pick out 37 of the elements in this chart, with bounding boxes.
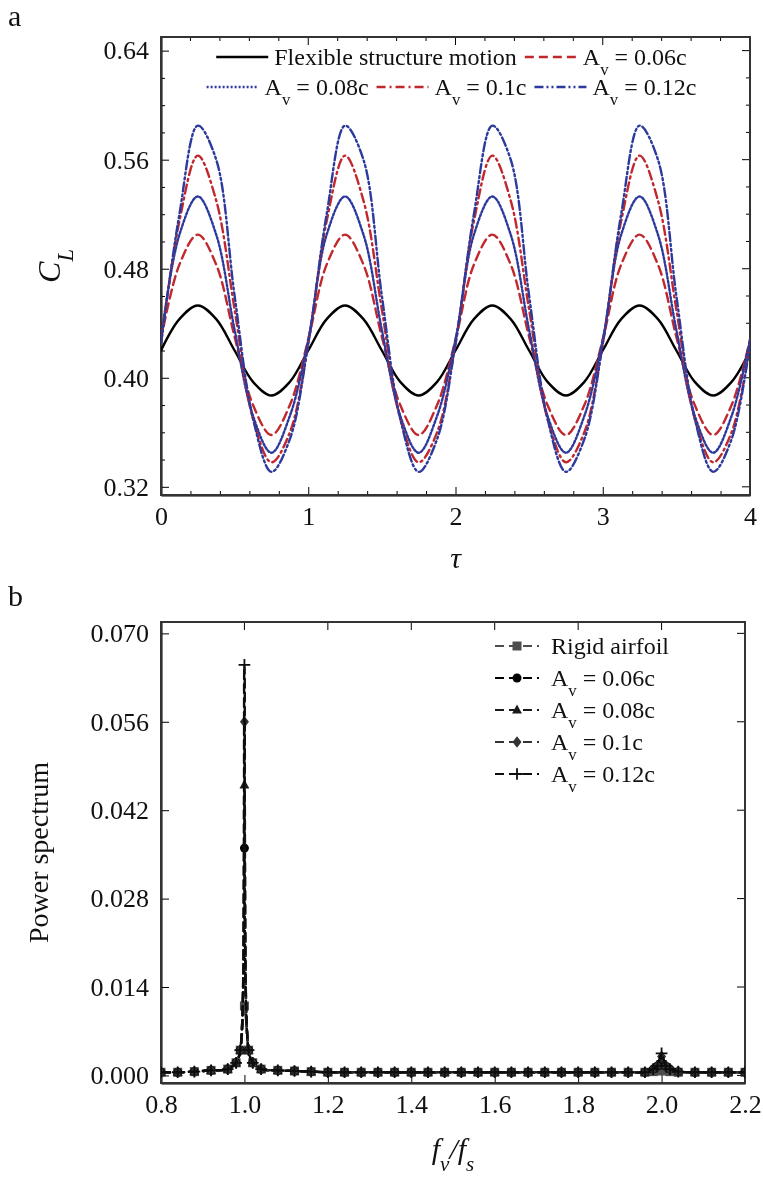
x-tick-label: 2.0 <box>645 1090 679 1120</box>
y-tick-label: 0.042 <box>90 796 149 826</box>
x-tick-label: 3 <box>596 502 610 532</box>
legend-label: A$_{v}$ = 0.06c <box>551 665 655 700</box>
y-tick-label: 0.000 <box>90 1061 149 1091</box>
x-tick-label: 1.2 <box>312 1090 345 1120</box>
x-tick-label: 1 <box>302 502 316 532</box>
y-tick-label: 0.028 <box>90 884 149 914</box>
legend-label: Rigid airfoil <box>551 633 670 659</box>
chart-title: a <box>8 0 22 32</box>
x-tick-label: 0.8 <box>145 1090 178 1120</box>
legend-label: A$_{v}$ = 0.12c <box>551 761 655 796</box>
x-tick-label: 2 <box>449 502 463 532</box>
x-axis-title: f$_{v}$/f$_{s}$ <box>431 1132 475 1176</box>
legend-label: A$_{v}$ = 0.1c <box>434 74 527 109</box>
legend-label: A$_{v}$ = 0.1c <box>551 729 643 764</box>
x-tick-label: 4 <box>744 502 757 532</box>
y-tick-label: 0.56 <box>103 145 149 175</box>
y-tick-label: 0.48 <box>103 254 149 284</box>
y-tick-label: 0.014 <box>90 972 149 1002</box>
y-tick-label: 0.070 <box>90 619 149 649</box>
y-tick-label: 0.40 <box>103 363 149 393</box>
x-tick-label: 1.8 <box>562 1090 595 1120</box>
legend-label: A$_{v}$ = 0.08c <box>551 697 655 732</box>
y-axis-title: Power spectrum <box>23 761 54 944</box>
x-tick-label: 0 <box>155 502 168 532</box>
x-tick-label: 2.2 <box>729 1090 762 1120</box>
x-tick-label: 1.4 <box>395 1090 429 1120</box>
x-tick-label: 1.0 <box>228 1090 262 1120</box>
legend-label: A$_{v}$ = 0.08c <box>264 74 369 109</box>
y-tick-label: 0.32 <box>103 472 149 502</box>
chart-title: b <box>8 579 23 612</box>
x-axis-title: τ <box>450 541 463 574</box>
x-tick-label: 1.6 <box>478 1090 512 1120</box>
y-tick-label: 0.64 <box>103 36 149 66</box>
legend-label: Flexible structure motion <box>274 44 517 70</box>
y-tick-label: 0.056 <box>90 707 149 737</box>
